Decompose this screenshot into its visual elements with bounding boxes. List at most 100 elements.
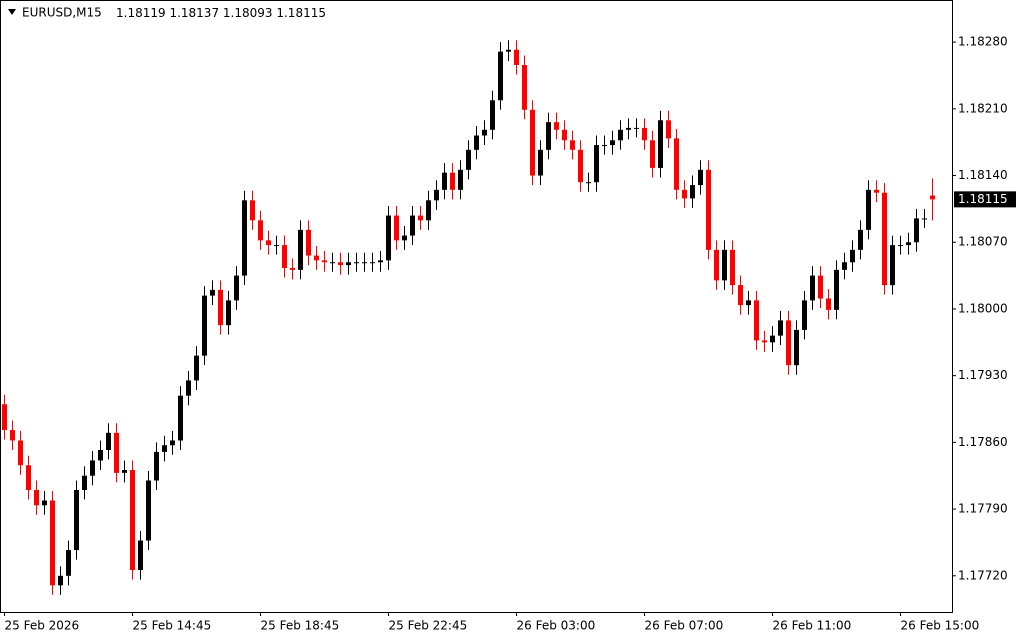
y-tick-label: 1.17860: [958, 435, 1008, 449]
candle-body: [682, 189, 687, 199]
candle-body: [26, 465, 31, 491]
candle-body: [82, 475, 87, 491]
candle-body: [114, 432, 119, 473]
candle-body: [570, 140, 575, 150]
y-tick-label: 1.18280: [958, 35, 1008, 49]
y-tick-label: 1.18140: [958, 168, 1008, 182]
candle-body: [194, 355, 199, 381]
candle-body: [914, 218, 919, 243]
candle-body: [266, 240, 271, 246]
candle-body: [2, 404, 7, 430]
candle-body: [698, 169, 703, 186]
candle-body: [498, 51, 503, 101]
candle-body: [330, 262, 335, 264]
candle-body: [290, 267, 295, 270]
candle-body: [890, 245, 895, 286]
candle-body: [666, 120, 671, 139]
candle-body: [906, 242, 911, 246]
candle-body: [634, 127, 639, 129]
candle-body: [554, 122, 559, 130]
candle-body: [354, 262, 359, 264]
candle-body: [746, 300, 751, 306]
candle-body: [474, 135, 479, 150]
candle-body: [410, 215, 415, 236]
candle-body: [130, 470, 135, 571]
candle-body: [866, 189, 871, 230]
candle-body: [10, 429, 15, 441]
candle-body: [426, 200, 431, 221]
plot-frame: [0, 0, 953, 613]
candle-body: [562, 129, 567, 141]
candle-body: [834, 269, 839, 310]
candle-body: [42, 500, 47, 506]
candle-body: [650, 140, 655, 168]
candle-body: [482, 129, 487, 136]
x-tick-label: 26 Feb 07:00: [645, 619, 724, 633]
candle-body: [466, 149, 471, 170]
candle-body: [314, 255, 319, 261]
candle-body: [882, 192, 887, 286]
ohlc-info: 1.18119 1.18137 1.18093 1.18115: [116, 6, 326, 20]
high-value: 1.18137: [169, 6, 219, 20]
candle-body: [874, 189, 879, 193]
candle-body: [786, 320, 791, 366]
candle-body: [626, 127, 631, 130]
candle-body: [898, 245, 903, 247]
price-tag: [954, 191, 1016, 208]
x-tick-label: 25 Feb 2026: [5, 619, 80, 633]
candle-body: [74, 490, 79, 551]
y-tick-label: 1.18000: [958, 301, 1008, 315]
x-tick-label: 25 Feb 14:45: [133, 619, 212, 633]
current-price: 1.18115: [958, 192, 1008, 206]
candle-body: [530, 109, 535, 176]
candle-body: [250, 200, 255, 221]
candle-body: [922, 218, 927, 220]
candle-body: [418, 215, 423, 221]
candle-body: [690, 185, 695, 199]
candle-body: [234, 275, 239, 301]
candle-body: [434, 189, 439, 201]
candle-body: [402, 235, 407, 241]
candle-body: [602, 145, 607, 147]
candle-body: [642, 127, 647, 141]
y-tick-label: 1.18070: [958, 235, 1008, 249]
candle-body: [586, 182, 591, 184]
menu-arrow[interactable]: [8, 9, 16, 15]
candle-body: [322, 260, 327, 263]
y-tick-label: 1.17790: [958, 502, 1008, 516]
candle-body: [50, 500, 55, 586]
candle-body: [578, 149, 583, 183]
candle-body: [610, 140, 615, 146]
candle-body: [274, 245, 279, 247]
candle-body: [546, 122, 551, 150]
candle-body: [378, 260, 383, 263]
candle-body: [298, 229, 303, 270]
x-tick-label: 26 Feb 15:00: [901, 619, 980, 633]
candle-body: [66, 550, 71, 576]
candle-body: [58, 575, 63, 586]
candle-body: [538, 149, 543, 176]
candle-body: [242, 200, 247, 276]
candle-body: [506, 49, 511, 52]
open-value: 1.18119: [116, 6, 166, 20]
candle-body: [146, 480, 151, 541]
candle-body: [122, 470, 127, 473]
x-tick-label: 26 Feb 03:00: [517, 619, 596, 633]
y-tick-label: 1.17720: [958, 568, 1008, 582]
candle-body: [154, 451, 159, 481]
candle-body: [186, 380, 191, 396]
candle-body: [930, 195, 935, 200]
candle-body: [442, 172, 447, 190]
candle-body: [490, 100, 495, 130]
candle-body: [618, 129, 623, 141]
x-tick-label: 25 Feb 22:45: [389, 619, 468, 633]
x-tick-label: 26 Feb 11:00: [773, 619, 852, 633]
candle-body: [394, 215, 399, 241]
candle-body: [458, 169, 463, 190]
candle-body: [706, 169, 711, 250]
candle-body: [346, 262, 351, 266]
candle-body: [762, 340, 767, 343]
candle-body: [18, 440, 23, 466]
candle-body: [858, 229, 863, 250]
